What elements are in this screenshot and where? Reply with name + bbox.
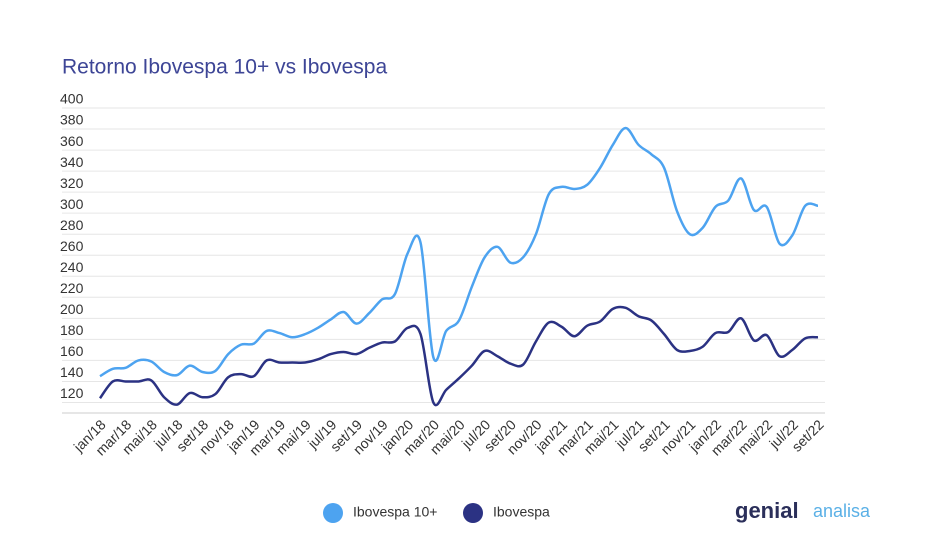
y-tick-label: 340	[60, 154, 84, 170]
y-tick-label: 160	[60, 343, 84, 359]
logo-brand: genial	[735, 498, 799, 523]
y-tick-label: 180	[60, 322, 84, 338]
y-tick-label: 400	[60, 91, 84, 107]
y-tick-label: 200	[60, 301, 84, 317]
legend-swatch	[323, 503, 343, 523]
y-tick-label: 380	[60, 112, 84, 128]
series-line	[99, 126, 819, 378]
y-tick-label: 140	[60, 364, 84, 380]
y-tick-label: 220	[60, 280, 84, 296]
y-tick-label: 240	[60, 259, 84, 275]
y-tick-label: 300	[60, 196, 84, 212]
legend-swatch	[463, 503, 483, 523]
y-tick-label: 320	[60, 175, 84, 191]
chart-title: Retorno Ibovespa 10+ vs Ibovespa	[62, 56, 387, 79]
series-line	[98, 305, 819, 407]
y-tick-label: 280	[60, 217, 84, 233]
legend-label: Ibovespa 10+	[353, 504, 437, 520]
y-tick-label: 120	[60, 385, 84, 401]
y-tick-label: 260	[60, 238, 84, 254]
legend-label: Ibovespa	[493, 504, 550, 520]
y-tick-label: 360	[60, 133, 84, 149]
logo-suffix: analisa	[813, 501, 871, 521]
